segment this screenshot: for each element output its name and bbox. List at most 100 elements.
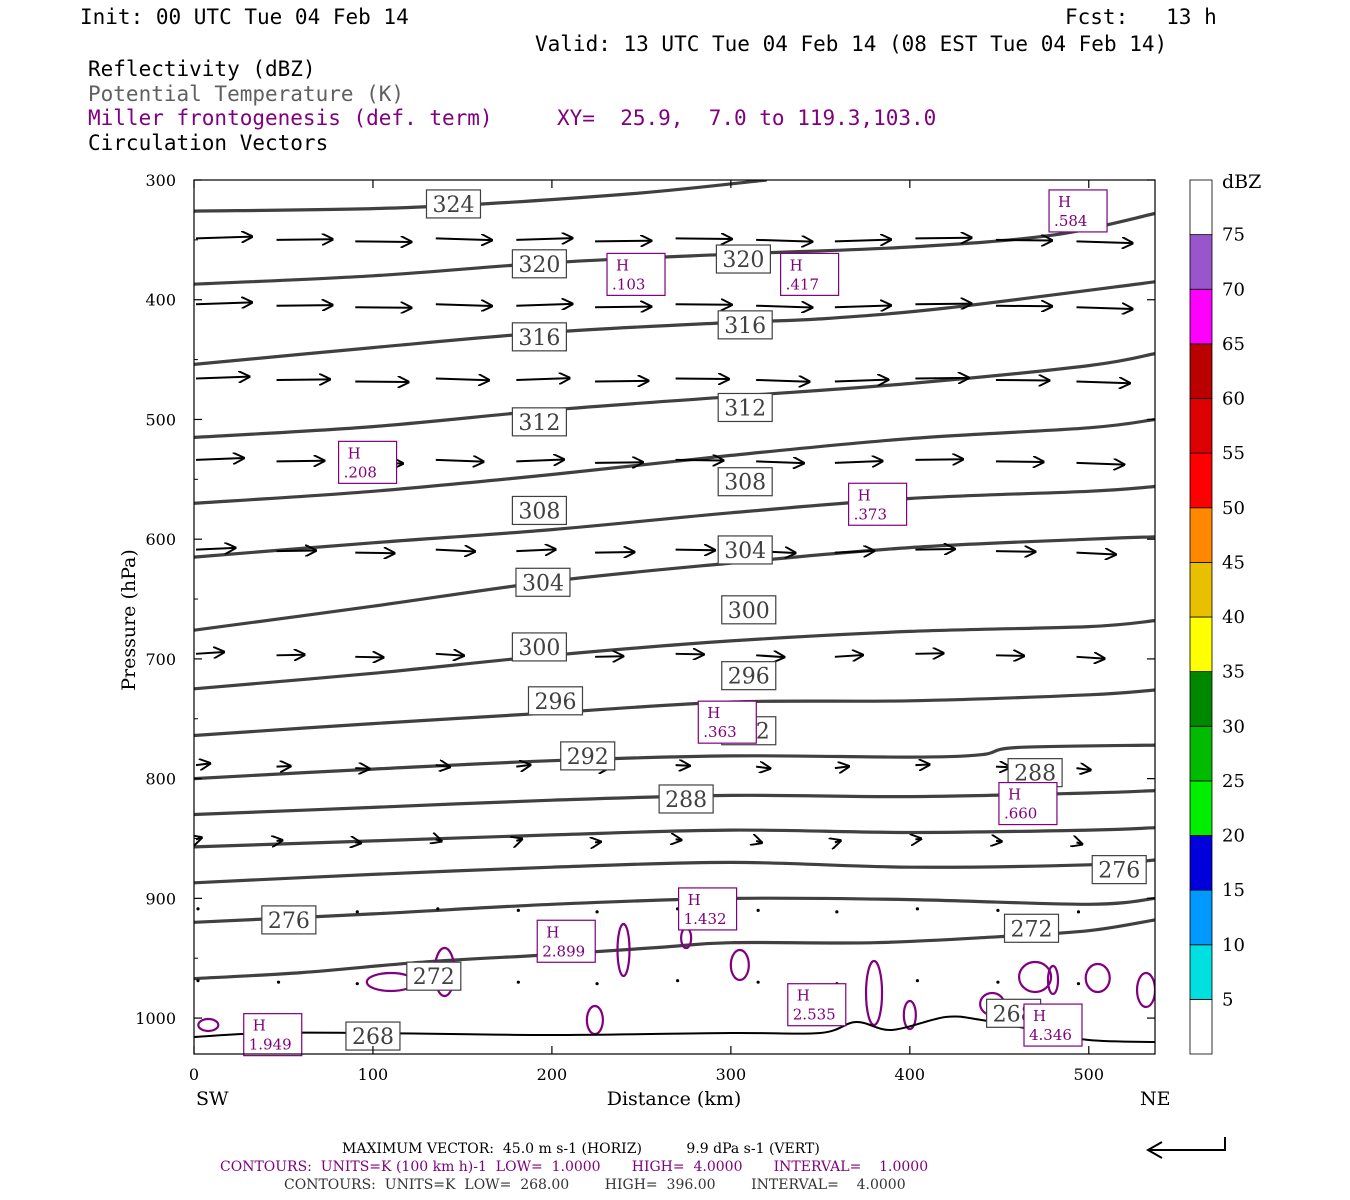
vector-arrow [516, 839, 522, 841]
vector-dot [516, 980, 520, 984]
colorbar-level: 30 [1222, 716, 1245, 737]
vector-arrow [435, 550, 475, 552]
vector-arrow [675, 378, 729, 379]
vector-arrow [276, 305, 333, 306]
theta-label: 272 [1011, 917, 1053, 942]
theta-label: 296 [728, 665, 770, 690]
footer-contours-theta: CONTOURS: UNITS=K LOW= 268.00 HIGH= 396.… [284, 1177, 906, 1193]
frontogenesis-contour [197, 1017, 220, 1033]
colorbar-level: 10 [1222, 935, 1245, 956]
vector-arrow [276, 551, 316, 552]
colorbar-swatch [1189, 671, 1213, 727]
colorbar-level: 50 [1222, 498, 1245, 519]
vector-arrow [516, 238, 572, 240]
theta-label: 288 [665, 788, 707, 813]
frontogenesis-contour [1084, 962, 1111, 994]
field-frontogenesis: Miller frontogenesis (def. term) [88, 106, 493, 130]
colorbar-level: 25 [1222, 771, 1245, 792]
vector-arrow [834, 766, 849, 768]
vector-arrow [355, 307, 411, 308]
vector-arrow [756, 767, 770, 769]
colorbar-swatch [1189, 343, 1213, 399]
vector-arrow [516, 460, 564, 462]
theta-label: 304 [724, 539, 766, 564]
theta-label-box [1091, 855, 1147, 885]
init-time: Init: 00 UTC Tue 04 Feb 14 [80, 5, 409, 29]
theta-label: 292 [567, 745, 609, 770]
vector-dot [436, 907, 440, 911]
vector-dot [355, 982, 359, 986]
vector-arrow [915, 459, 963, 460]
theta-line-300 [194, 535, 1155, 632]
theta-label-box [717, 392, 773, 423]
vector-arrow [435, 304, 492, 306]
y-axis-label: Pressure (hPa) [118, 549, 140, 691]
x-tick-label: 100 [358, 1065, 389, 1084]
theta-line-316 [194, 280, 1155, 366]
frontogenesis-contour [1046, 964, 1060, 996]
vector-arrow [595, 307, 651, 308]
theta-label-box [511, 407, 567, 437]
theta-label: 296 [534, 690, 576, 715]
vector-dot [756, 980, 760, 984]
vector-arrow [195, 458, 244, 460]
theta-label-box [527, 686, 584, 716]
y-tick-label: 600 [145, 530, 176, 549]
maximum-value: 2.535 [793, 1006, 836, 1024]
vector-arrow [277, 840, 283, 841]
y-tick-label: 1000 [135, 1009, 176, 1028]
y-tick-label: 900 [145, 889, 176, 908]
maximum-value: .417 [786, 275, 819, 293]
x-end-label-ne: NE [1140, 1088, 1171, 1110]
vector-arrow [276, 655, 305, 656]
theta-label-box [515, 567, 571, 597]
x-tick-label: 300 [716, 1065, 747, 1084]
colorbar-swatch [1189, 507, 1213, 563]
colorbar-level: 75 [1222, 225, 1245, 246]
vector-arrow [675, 550, 715, 551]
vector-dot [196, 907, 200, 911]
vector-arrow [915, 238, 971, 239]
vector-arrow [995, 655, 1024, 656]
x-tick-label: 500 [1074, 1065, 1105, 1084]
maximum-marker: H [1033, 1007, 1046, 1025]
maximum-value: 2.899 [542, 942, 585, 960]
vector-dot [516, 908, 520, 912]
vector-arrow [675, 304, 732, 305]
maximum-box [243, 1013, 303, 1057]
colorbar-swatch [1189, 561, 1213, 618]
theta-label-box [721, 595, 777, 625]
colorbar-level: 70 [1222, 279, 1245, 300]
theta-label-box [721, 661, 777, 691]
vector-arrow [756, 380, 809, 382]
footer-max-vector: MAXIMUM VECTOR: 45.0 m s-1 (HORIZ) 9.9 d… [342, 1141, 820, 1157]
maximum-value: .660 [1004, 805, 1037, 823]
maximum-marker: H [797, 987, 810, 1005]
colorbar-swatch [1189, 616, 1213, 673]
theta-label-box [511, 632, 567, 662]
theta-label: 316 [724, 314, 766, 339]
vector-arrow [355, 657, 383, 658]
theta-label-box [717, 467, 773, 497]
theta-label: 320 [518, 253, 560, 278]
vector-arrow [996, 841, 1002, 842]
vector-arrow [276, 379, 330, 380]
maximum-box [337, 440, 398, 484]
theta-label: 308 [518, 499, 560, 524]
vector-arrow [756, 240, 812, 242]
field-reflectivity: Reflectivity (dBZ) [88, 57, 316, 81]
colorbar-level: 5 [1222, 989, 1233, 1010]
vector-arrow [595, 842, 601, 843]
maximum-value: .584 [1054, 212, 1087, 230]
maximum-marker: H [348, 444, 361, 462]
colorbar-swatch [1189, 179, 1213, 236]
colorbar-swatch [1189, 398, 1213, 454]
vector-arrow [276, 461, 325, 462]
vector-arrow [276, 239, 333, 240]
vector-arrow [756, 655, 784, 657]
vector-arrow [516, 378, 569, 380]
y-tick-label: 500 [145, 410, 176, 429]
colorbar-level: 45 [1222, 552, 1245, 573]
vector-arrow [915, 304, 971, 305]
